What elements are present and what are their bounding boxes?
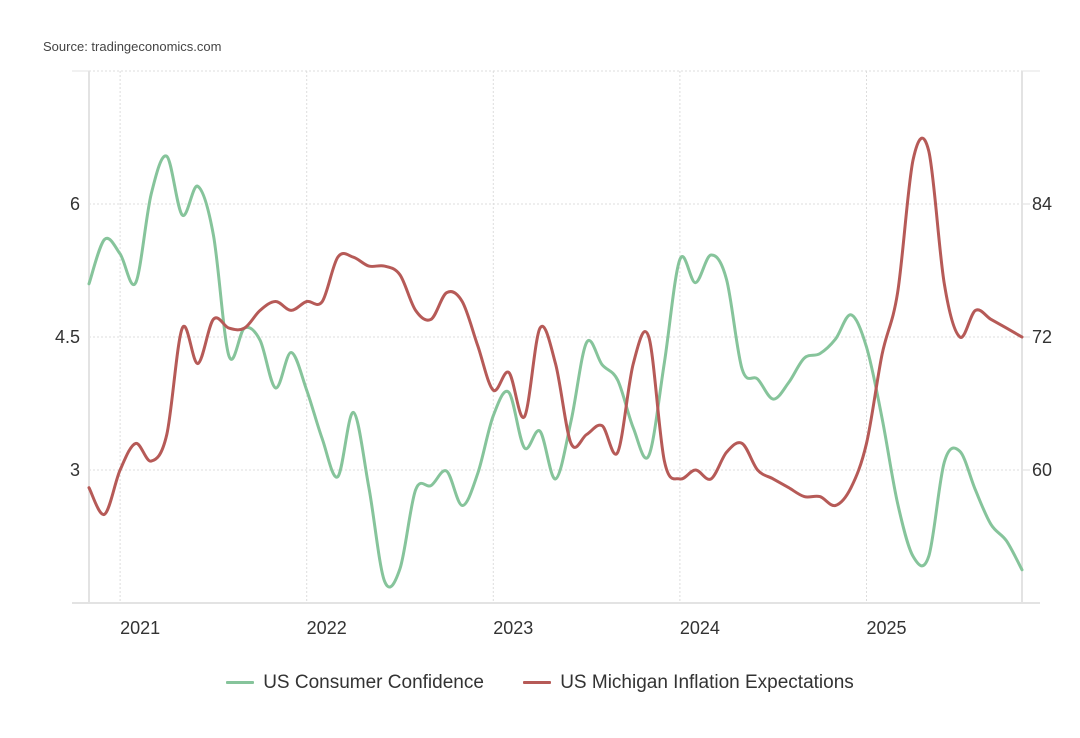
legend-swatch-consumer-confidence bbox=[226, 681, 255, 684]
y-right-tick-label: 84 bbox=[1032, 194, 1052, 214]
x-tick-label: 2024 bbox=[680, 618, 720, 638]
legend-swatch-inflation-expectations bbox=[523, 681, 552, 684]
y-left-tick-label: 4.5 bbox=[55, 327, 80, 347]
x-tick-label: 2025 bbox=[866, 618, 906, 638]
legend-label-inflation-expectations: US Michigan Inflation Expectations bbox=[560, 671, 854, 693]
y-left-tick-label: 3 bbox=[70, 460, 80, 480]
x-tick-label: 2021 bbox=[120, 618, 160, 638]
series-line-us-michigan-inflation-expectations bbox=[87, 136, 1024, 516]
tick-labels: 3 4.5 6 60 72 84 2021 2022 2023 2024 2025 bbox=[55, 194, 1052, 638]
series-group bbox=[87, 136, 1024, 589]
source-label: Source: tradingeconomics.com bbox=[43, 39, 222, 54]
legend-item-inflation-expectations[interactable]: US Michigan Inflation Expectations bbox=[523, 672, 854, 694]
y-left-tick-label: 6 bbox=[70, 194, 80, 214]
series-line-us-consumer-confidence bbox=[87, 154, 1024, 589]
x-tick-label: 2022 bbox=[307, 618, 347, 638]
legend: US Consumer Confidence US Michigan Infla… bbox=[0, 668, 1080, 694]
grid bbox=[89, 70, 1022, 603]
y-right-tick-label: 60 bbox=[1032, 460, 1052, 480]
legend-item-consumer-confidence[interactable]: US Consumer Confidence bbox=[226, 672, 484, 694]
y-right-tick-label: 72 bbox=[1032, 327, 1052, 347]
legend-label-consumer-confidence: US Consumer Confidence bbox=[263, 671, 484, 693]
x-tick-label: 2023 bbox=[493, 618, 533, 638]
